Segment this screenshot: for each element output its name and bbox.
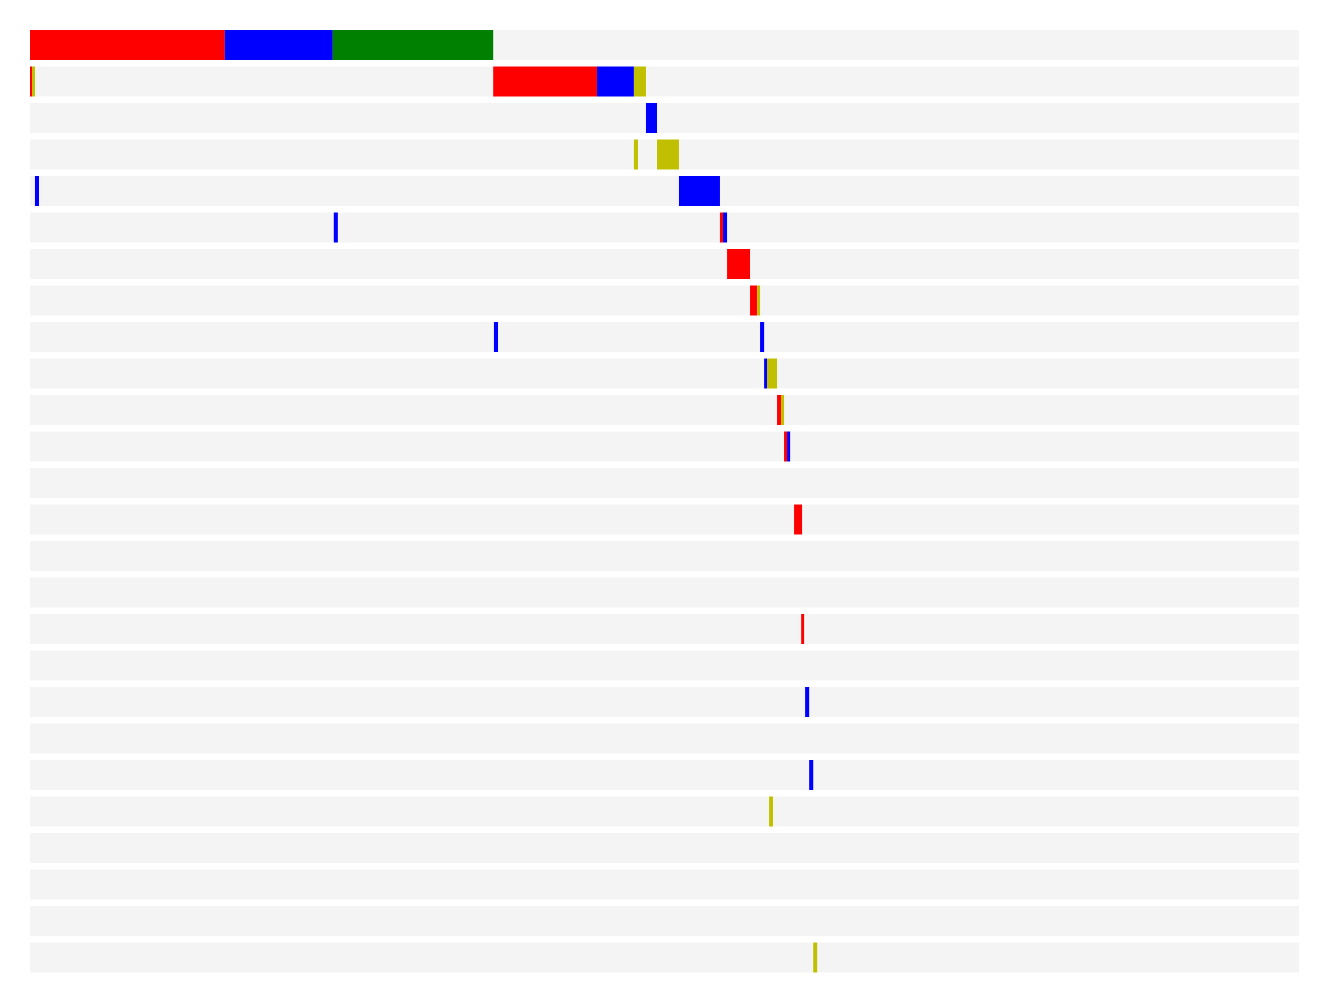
timeline-segment-red (777, 395, 781, 425)
timeline-segment-red (784, 431, 788, 462)
timeline-segment-blue (596, 66, 634, 97)
timeline-lane (30, 322, 1299, 352)
timeline-segment-green (332, 30, 494, 60)
timeline-segment-olive (757, 285, 761, 316)
timeline-lane (30, 468, 1299, 498)
timeline-segment-blue (493, 322, 499, 352)
timeline-lane (30, 687, 1299, 717)
lane-background (30, 723, 1299, 754)
lane-background (30, 650, 1299, 681)
timeline-segment-blue (809, 760, 814, 790)
timeline-lane (30, 650, 1299, 681)
timeline-segment-red (794, 504, 803, 535)
timeline-segment-blue (34, 176, 40, 206)
timeline-segment-red (30, 66, 33, 97)
timeline-lane (30, 833, 1299, 863)
timeline-segment-olive (813, 942, 818, 973)
timeline-lane (30, 906, 1299, 936)
timeline-segment-blue (224, 30, 333, 60)
timeline-segment-blue (678, 176, 720, 206)
timeline-segment-blue (805, 687, 810, 717)
lane-background (30, 212, 1299, 243)
timeline-segment-blue (787, 431, 791, 462)
lane-background (30, 468, 1299, 498)
timeline-lane (30, 285, 1299, 316)
lane-background (30, 906, 1299, 936)
timeline-segment-olive (32, 66, 35, 97)
lane-background (30, 614, 1299, 644)
timeline-lane (30, 176, 1299, 206)
timeline-lane (30, 869, 1299, 900)
timeline-segment-red (801, 614, 805, 644)
lane-background (30, 285, 1299, 316)
lane-background (30, 541, 1299, 571)
timeline-segment-red (750, 285, 758, 316)
timeline-segment-olive (780, 395, 785, 425)
timeline-segment-red (719, 212, 724, 243)
timeline-segment-red (493, 66, 597, 97)
timeline-segment-olive (769, 796, 773, 827)
lane-background (30, 504, 1299, 535)
timeline-lane (30, 103, 1299, 133)
timeline-lane (30, 249, 1299, 279)
timeline-lane (30, 796, 1299, 827)
lane-background (30, 176, 1299, 206)
lane-background (30, 869, 1299, 900)
lane-background (30, 66, 1299, 97)
lane-background (30, 942, 1299, 973)
timeline-lane (30, 504, 1299, 535)
lane-background (30, 358, 1299, 389)
lane-background (30, 103, 1299, 133)
timeline-lane (30, 723, 1299, 754)
lane-background (30, 796, 1299, 827)
timeline-segment-olive (767, 358, 778, 389)
timeline-segment-blue (723, 212, 728, 243)
lane-background (30, 577, 1299, 608)
timeline-segment-red (727, 249, 751, 279)
timeline-lane (30, 942, 1299, 973)
timeline-segment-blue (645, 103, 658, 133)
lane-background (30, 760, 1299, 790)
timeline-segment-blue (333, 212, 338, 243)
timeline-lane (30, 358, 1299, 389)
timeline-lane (30, 614, 1299, 644)
lane-background (30, 431, 1299, 462)
timeline-lane (30, 212, 1299, 243)
timeline-lane (30, 30, 1299, 60)
lane-background (30, 249, 1299, 279)
timeline-lane (30, 577, 1299, 608)
lane-background (30, 322, 1299, 352)
timeline-lane (30, 66, 1299, 97)
lane-background (30, 395, 1299, 425)
timeline-segment-olive (633, 66, 646, 97)
lane-background (30, 687, 1299, 717)
timeline-segment-olive (633, 139, 638, 170)
timeline-lane (30, 431, 1299, 462)
timeline-segment-red (30, 30, 225, 60)
timeline-segment-blue (760, 322, 765, 352)
timeline-lane (30, 395, 1299, 425)
lane-background (30, 833, 1299, 863)
timeline-lane (30, 760, 1299, 790)
timeline-lane (30, 139, 1299, 170)
timeline-segment-olive (657, 139, 679, 170)
timeline-lane (30, 541, 1299, 571)
timeline-segment-blue (764, 358, 768, 389)
